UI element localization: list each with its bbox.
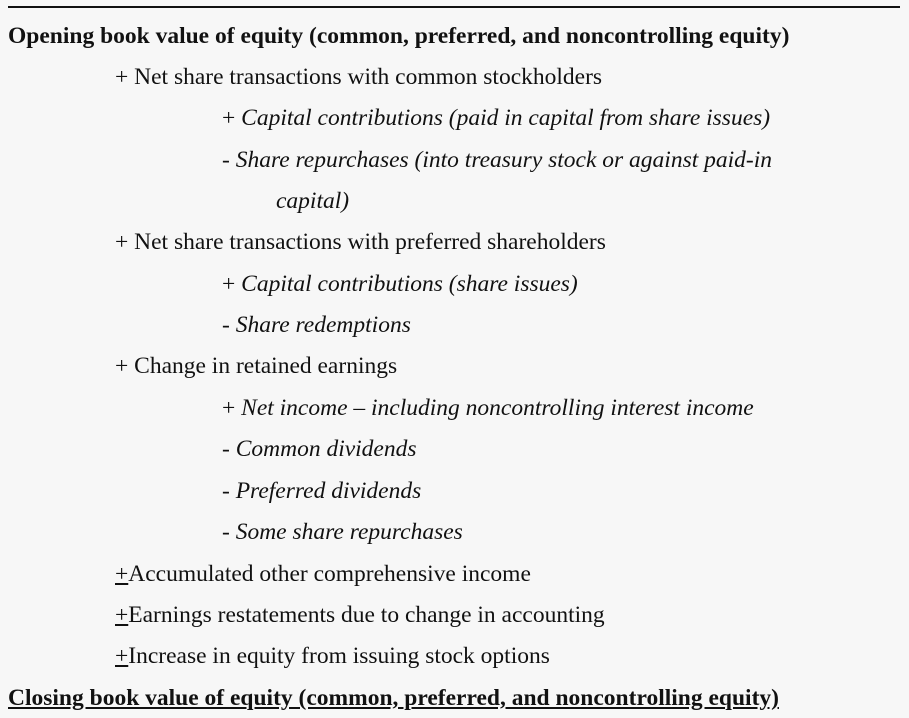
item-prefix: +: [115, 64, 129, 90]
item-text: Common dividends: [235, 436, 417, 462]
opening-line: Opening book value of equity (common, pr…: [8, 23, 790, 49]
item-preferred-dividends: - Preferred dividends: [222, 477, 421, 505]
item-prefix: +: [115, 602, 129, 628]
item-prefix: -: [222, 436, 230, 462]
item-text: Accumulated other comprehensive income: [128, 561, 531, 587]
item-preferred-capital-contributions: + Capital contributions (share issues): [222, 270, 578, 298]
item-prefix: -: [222, 478, 230, 504]
item-net-income: + Net income – including noncontrolling …: [222, 394, 754, 422]
item-text: Capital contributions (paid in capital f…: [241, 105, 771, 131]
item-text: Preferred dividends: [235, 478, 422, 504]
item-prefix: +: [115, 229, 129, 255]
item-prefix: +: [222, 271, 236, 297]
item-common-capital-contributions: + Capital contributions (paid in capital…: [222, 104, 770, 132]
item-common-dividends: - Common dividends: [222, 435, 417, 463]
item-retained-earnings: + Change in retained earnings: [115, 352, 397, 380]
item-text: Some share repurchases: [235, 519, 463, 545]
item-earnings-restatements: +Earnings restatements due to change in …: [115, 601, 605, 629]
item-text: Capital contributions (share issues): [241, 271, 578, 297]
item-text: Net income – including noncontrolling in…: [241, 395, 754, 421]
item-some-share-repurchases: - Some share repurchases: [222, 518, 463, 546]
item-prefix: -: [222, 519, 230, 545]
item-prefix: +: [222, 395, 236, 421]
item-prefix: +: [115, 353, 129, 379]
closing-line: Closing book value of equity (common, pr…: [8, 685, 779, 711]
item-common-transactions: + Net share transactions with common sto…: [115, 63, 602, 91]
item-common-share-repurchases: - Share repurchases (into treasury stock…: [222, 146, 772, 174]
item-text: Earnings restatements due to change in a…: [128, 602, 605, 628]
item-aoci: +Accumulated other comprehensive income: [115, 560, 531, 588]
item-text: Share redemptions: [235, 312, 411, 338]
item-prefix: +: [115, 643, 129, 669]
item-text: Net share transactions with common stock…: [134, 64, 603, 90]
item-text: Increase in equity from issuing stock op…: [128, 643, 550, 669]
item-stock-options: +Increase in equity from issuing stock o…: [115, 642, 550, 670]
item-preferred-transactions: + Net share transactions with preferred …: [115, 228, 606, 256]
item-prefix: -: [222, 147, 230, 173]
item-common-share-repurchases-cont: capital): [276, 188, 350, 214]
top-rule: [8, 6, 900, 8]
item-text: Net share transactions with preferred sh…: [134, 229, 606, 255]
item-text: Share repurchases (into treasury stock o…: [235, 147, 773, 173]
item-text: Change in retained earnings: [134, 353, 398, 379]
item-prefix: +: [222, 105, 236, 131]
item-prefix: -: [222, 312, 230, 338]
item-prefix: +: [115, 561, 129, 587]
item-share-redemptions: - Share redemptions: [222, 311, 411, 339]
